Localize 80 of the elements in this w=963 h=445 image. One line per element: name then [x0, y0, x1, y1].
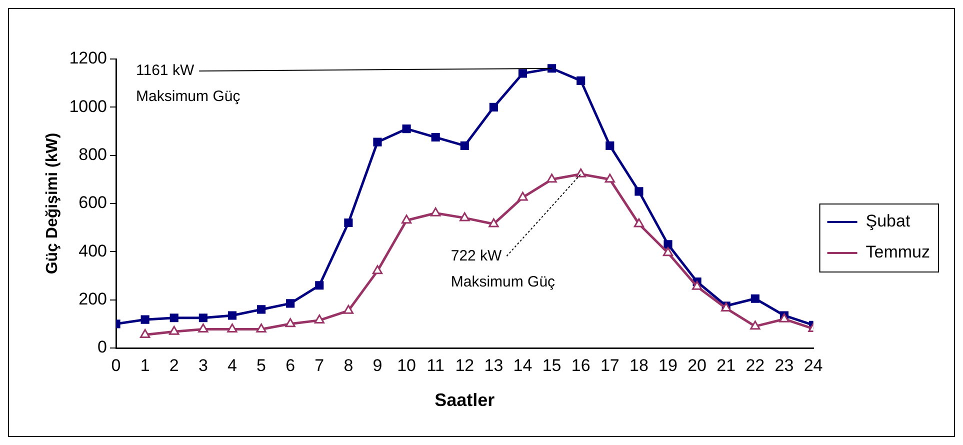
point [518, 69, 528, 78]
point [546, 174, 557, 183]
x-tick-label: 3 [198, 356, 208, 375]
x-tick-label: 20 [688, 356, 707, 375]
point [604, 174, 615, 183]
x-tick-label: 16 [571, 356, 590, 375]
point [256, 323, 266, 332]
x-tick-label: 12 [455, 356, 474, 375]
x-tick-label: 8 [344, 356, 354, 375]
x-tick-label: 9 [372, 356, 382, 375]
point [750, 320, 760, 330]
point [576, 76, 586, 85]
y-tick-label: 0 [98, 338, 108, 357]
point [402, 124, 411, 134]
annotation: 1161 kW Maksimum Güç [136, 62, 241, 106]
point [170, 314, 178, 322]
y-tick-label: 1000 [69, 96, 108, 116]
point [779, 313, 790, 322]
x-tick-label: 10 [397, 356, 416, 375]
x-tick-label: 2 [169, 356, 179, 375]
point [460, 212, 470, 222]
x-tick-label: 21 [716, 356, 736, 375]
legend-label: Temmuz [866, 242, 930, 262]
x-axis-title: Saatler [434, 390, 495, 410]
point [140, 329, 150, 338]
x-tick-label: 19 [658, 356, 678, 375]
point [692, 280, 702, 290]
point [662, 247, 674, 256]
x-tick-label: 11 [426, 356, 444, 375]
point [489, 102, 498, 112]
point [401, 214, 412, 224]
x-tick-label: 17 [600, 356, 620, 375]
x-tick-label: 18 [629, 356, 648, 375]
point [256, 305, 266, 314]
point [576, 168, 586, 178]
point [488, 218, 499, 228]
y-tick-label: 800 [78, 145, 108, 164]
point [431, 132, 440, 142]
x-tick-label: 6 [286, 356, 296, 375]
x-tick-label: 15 [542, 356, 562, 375]
point [198, 323, 208, 332]
annotation: 722 kW Maksimum Güç [450, 247, 556, 290]
y-tick-label: 200 [78, 290, 108, 309]
point [664, 240, 672, 249]
point [228, 311, 237, 320]
point [343, 304, 354, 314]
point [373, 138, 382, 146]
x-tick-label: 22 [746, 356, 765, 375]
point [169, 326, 180, 335]
x-tick-label: 0 [111, 356, 121, 375]
point [314, 314, 324, 324]
x-tick-label: 24 [804, 356, 823, 375]
point [430, 207, 441, 216]
y-tick-label: 1200 [69, 48, 108, 68]
point [750, 294, 760, 303]
y-tick-label: 400 [78, 241, 108, 260]
point [286, 299, 295, 308]
point [285, 318, 296, 328]
point [460, 141, 469, 150]
point [227, 323, 238, 332]
point [606, 141, 614, 150]
x-tick-label: 7 [314, 356, 324, 375]
point [315, 281, 324, 290]
x-tick-label: 1 [140, 356, 150, 375]
y-tick-label: 600 [78, 193, 108, 212]
x-tick-label: 23 [774, 356, 794, 375]
y-axis-title: Güç Değişimi (kW) [44, 132, 62, 274]
point [372, 265, 383, 274]
x-tick-label: 13 [484, 356, 504, 375]
point [198, 314, 208, 322]
point [634, 187, 644, 196]
x-tick-label: 4 [227, 356, 237, 375]
x-tick-label: 5 [256, 356, 266, 375]
point [548, 64, 556, 73]
point [344, 218, 353, 228]
point [518, 192, 528, 201]
legend-label: Şubat [866, 212, 910, 231]
point [140, 315, 150, 324]
point [634, 218, 644, 228]
x-tick-label: 14 [513, 356, 532, 375]
